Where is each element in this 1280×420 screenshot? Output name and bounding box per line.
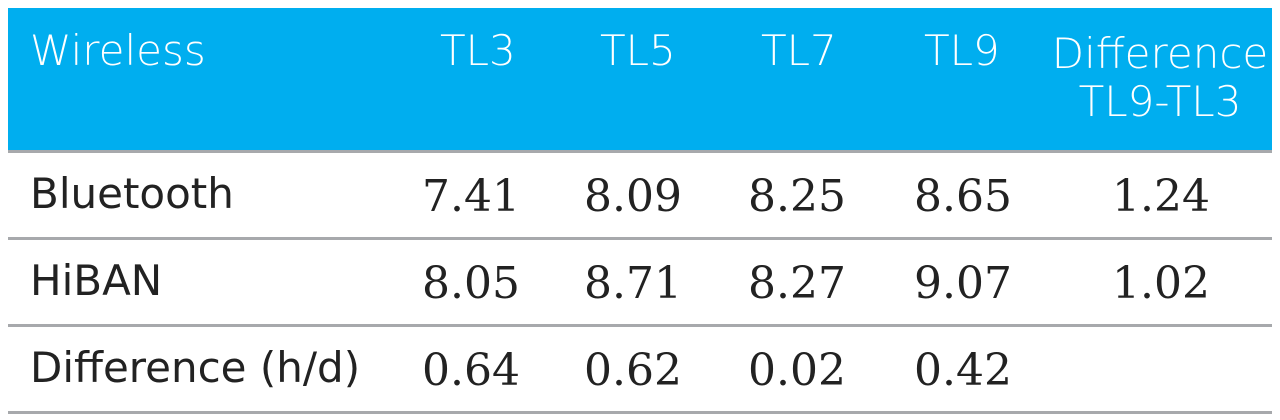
table-row-bluetooth: Bluetooth 7.41 8.09 8.25 8.65 1.24 — [8, 150, 1272, 237]
comparison-table: Wireless TL3 TL5 TL7 TL9 Difference TL9-… — [8, 8, 1272, 414]
value-tl3: 0.64 — [422, 345, 520, 396]
value-tl7: 0.02 — [748, 345, 846, 396]
value-tl9: 0.42 — [914, 345, 1012, 396]
header-tl9: TL9 — [924, 26, 1000, 75]
table-header: Wireless TL3 TL5 TL7 TL9 Difference TL9-… — [8, 8, 1272, 150]
header-tl3: TL3 — [440, 26, 516, 75]
header-tl5: TL5 — [600, 26, 676, 75]
value-tl7: 8.27 — [748, 258, 846, 309]
value-tl9: 8.65 — [914, 171, 1012, 222]
value-difference: 1.24 — [1112, 171, 1210, 222]
header-difference-line2: TL9-TL3 — [1078, 77, 1242, 127]
row-label: Difference (h/d) — [30, 343, 361, 392]
header-tl7: TL7 — [761, 26, 837, 75]
header-difference: Difference TL9-TL3 — [1050, 29, 1270, 127]
value-tl9: 9.07 — [914, 258, 1012, 309]
value-difference: 1.02 — [1112, 258, 1210, 309]
value-tl3: 8.05 — [422, 258, 520, 309]
value-tl7: 8.25 — [748, 171, 846, 222]
row-label: Bluetooth — [30, 169, 234, 218]
table-row-difference: Difference (h/d) 0.64 0.62 0.02 0.42 — [8, 324, 1272, 414]
value-tl5: 8.71 — [584, 258, 682, 309]
table-row-hiban: HiBAN 8.05 8.71 8.27 9.07 1.02 — [8, 237, 1272, 324]
row-label: HiBAN — [30, 256, 163, 305]
value-tl5: 8.09 — [584, 171, 682, 222]
header-difference-line1: Difference — [1051, 29, 1269, 78]
value-tl3: 7.41 — [422, 171, 520, 222]
header-title: Wireless — [30, 26, 206, 75]
value-tl5: 0.62 — [584, 345, 682, 396]
